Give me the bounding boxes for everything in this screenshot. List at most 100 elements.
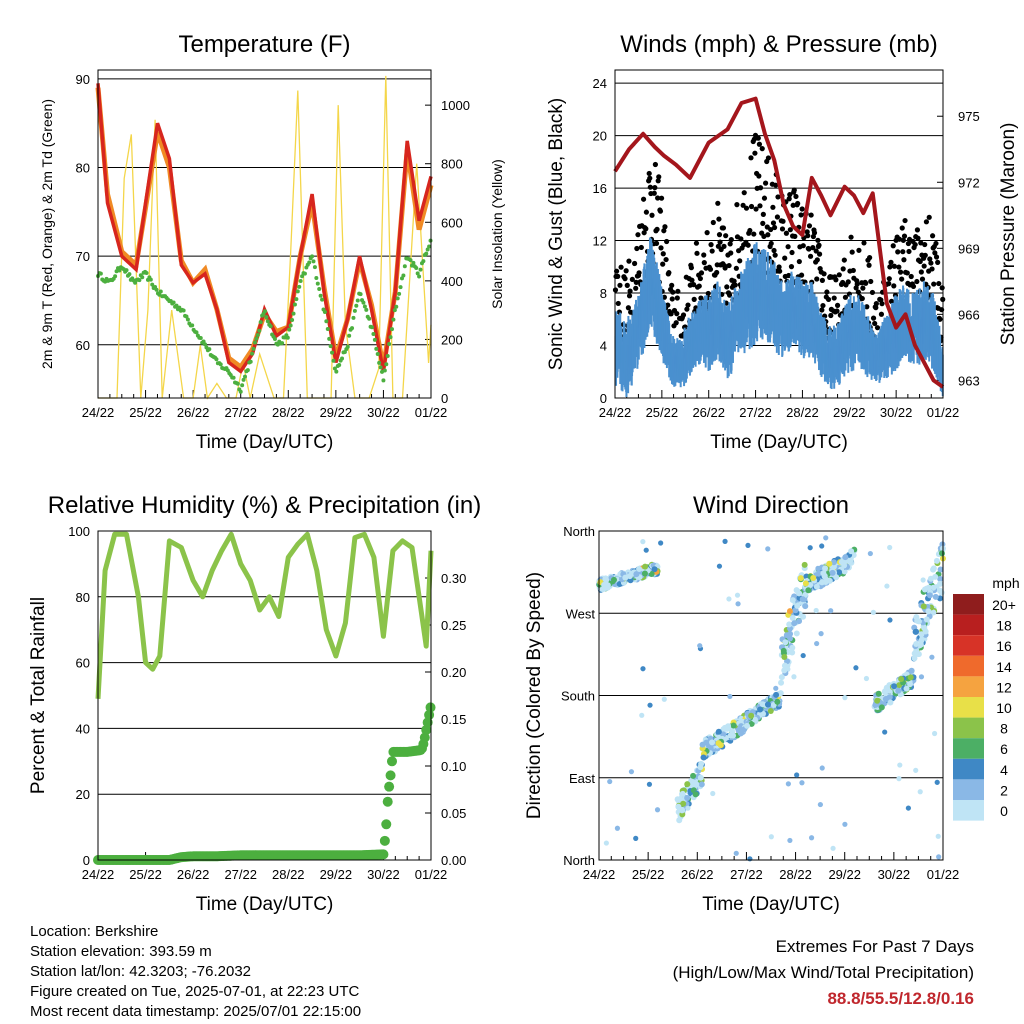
gust-point [664,238,670,245]
gust-point [755,135,761,141]
direction-point [633,571,640,578]
y-tick-label: North [563,524,595,539]
gust-point [656,174,662,180]
dewpoint-point [372,337,377,342]
x-tick-label: 01/22 [927,405,960,420]
gust-point [873,301,879,307]
direction-point [636,565,643,572]
direction-point [800,652,806,659]
direction-point [836,569,843,576]
x-tick-label: 26/22 [177,405,210,420]
x-tick-label: 24/22 [82,405,115,420]
dewpoint-point [408,258,413,263]
y-tick-label: 60 [76,656,90,671]
x-tick-label: 27/22 [224,867,257,882]
direction-point [791,620,798,627]
dewpoint-point [337,362,342,367]
rainfall-point [381,819,392,830]
gust-point [859,295,865,302]
gust-point [752,150,758,156]
direction-point [907,681,914,688]
direction-point [874,697,881,704]
y-tick-label: 60 [76,338,90,353]
direction-point [918,674,925,680]
gust-point [919,276,926,282]
direction-point [768,834,774,840]
x-tick-label: 30/22 [880,405,913,420]
gust-point [922,252,928,258]
gust-point [899,225,905,231]
direction-point [789,615,796,622]
gust-point [888,259,894,265]
dewpoint-point [427,244,432,249]
x-tick-label: 26/22 [681,867,714,882]
direction-point [799,596,806,603]
y-right-tick-label: 400 [441,274,463,289]
direction-point [794,772,800,778]
gust-point [785,244,791,250]
y-right-tick-label: 200 [441,332,463,347]
gust-point [782,255,788,261]
gust-point [745,242,751,248]
gust-point [861,240,867,246]
dewpoint-point [302,271,307,276]
gust-point [900,249,906,255]
direction-point [744,722,751,729]
gust-point [918,240,924,246]
dewpoint-point [402,264,407,269]
gust-point [684,306,690,312]
y-tick-label: 80 [76,590,90,605]
direction-point [913,641,920,648]
gust-point [728,250,734,256]
gust-point [629,276,635,283]
gust-point [808,212,814,218]
dewpoint-point [314,275,319,280]
dewpoint-point [352,308,357,313]
gust-point [771,224,778,231]
direction-point [903,685,910,692]
direction-point [870,609,876,615]
direction-point [603,840,609,846]
gust-point [721,243,727,249]
gust-point [660,261,666,267]
direction-point [818,579,825,586]
dewpoint-point [154,287,159,292]
dewpoint-point [268,324,273,329]
gust-point [855,289,861,295]
direction-point [782,639,789,646]
direction-point [797,575,804,582]
dewpoint-point [174,303,179,308]
dewpoint-point [345,344,350,349]
gust-point [873,305,879,311]
gust-point [762,180,769,186]
gust-point [779,226,786,232]
dewpoint-point [315,281,320,286]
y-right-tick-label: 966 [958,307,980,322]
direction-point [610,576,617,583]
direction-point [926,592,933,599]
gust-point [756,141,763,147]
gust-point [662,224,668,230]
gust-point [655,195,661,201]
gust-point [816,242,822,248]
gust-point [760,211,766,217]
direction-point [917,789,923,795]
gust-point [777,268,783,274]
gust-point [939,285,945,291]
gust-point [806,246,812,252]
direction-point [661,696,667,702]
direction-point [923,616,930,623]
direction-point [933,557,940,564]
dewpoint-point [388,335,393,340]
gust-point [734,202,740,208]
x-tick-label: 25/22 [646,405,679,420]
direction-point [730,732,737,739]
dewpoint-point [124,268,129,273]
x-tick-label: 24/22 [82,867,115,882]
gust-point [824,289,830,295]
dewpoint-point [354,303,359,308]
gust-point [704,230,710,236]
y-tick-label: West [566,606,596,621]
gust-point [775,194,781,200]
dewpoint-point [214,357,219,362]
